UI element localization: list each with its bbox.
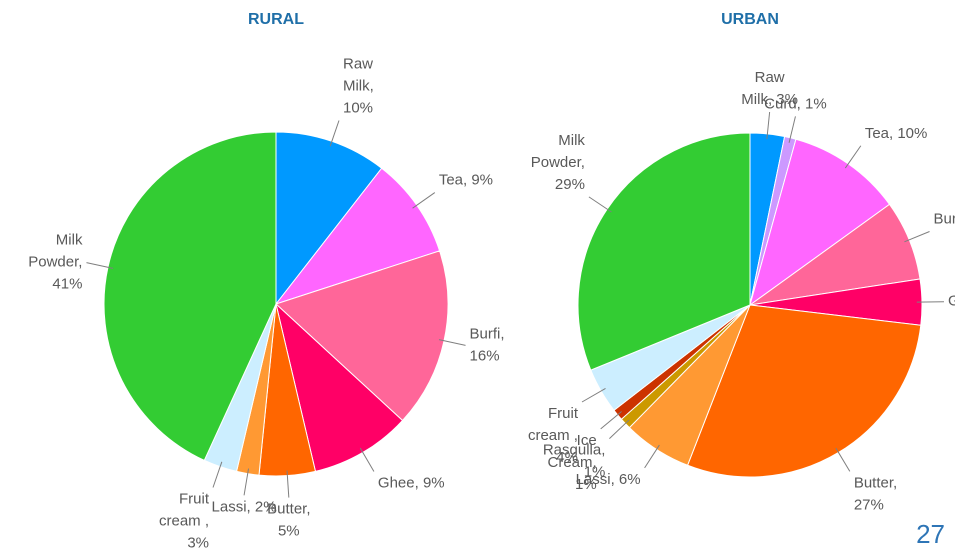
data-label-line: Powder, [28, 254, 82, 271]
data-label-line: 41% [52, 276, 82, 293]
data-label: Burfi, 16% [470, 325, 505, 364]
data-label: Fruit cream , 4% [528, 405, 579, 466]
data-label-line: 29% [555, 176, 585, 193]
data-label-line: Ghee, 4% [948, 293, 955, 310]
chart-title: RURAL [248, 11, 304, 28]
data-label: Ghee, 4% [948, 293, 955, 310]
data-label: Raw Milk, 10% [343, 55, 374, 116]
data-label-line: Burfi, 7% [934, 210, 955, 227]
data-label: Rasgulla, 1% [543, 442, 606, 481]
leader-line [286, 470, 290, 498]
data-label-line: Burfi, [470, 325, 505, 342]
leader-line [212, 461, 223, 488]
data-label-line: Rasgulla, [543, 442, 606, 459]
data-label: Fruit cream , 3% [159, 490, 210, 548]
leader-line [412, 192, 436, 209]
data-label-line: Milk, 3% [741, 91, 798, 108]
data-label-line: Lassi, 2% [212, 498, 277, 515]
data-label-line: Raw [755, 69, 785, 86]
leader-line [588, 196, 612, 213]
leader-line [844, 145, 862, 169]
data-label-line: Butter, [854, 474, 897, 491]
data-label-line: 4% [556, 449, 578, 466]
data-label: Ghee, 9% [378, 474, 445, 491]
leader-line [644, 444, 660, 469]
data-label-line: 16% [470, 347, 500, 364]
data-label-line: Tea, 10% [865, 125, 928, 142]
data-label: Raw Milk, 3% [741, 69, 798, 108]
data-label-line: Butter, [267, 501, 310, 518]
data-label-line: Ice [577, 432, 597, 449]
data-label: Burfi, 7% [934, 210, 955, 227]
data-label-line: cream , [159, 512, 209, 529]
data-label-line: Milk, [343, 77, 374, 94]
data-label-line: Curd, 1% [764, 95, 827, 112]
data-label: Butter, 5% [267, 501, 310, 540]
leader-line [904, 231, 930, 243]
chart-title: URBAN [721, 11, 779, 28]
data-label-line: Fruit [179, 490, 210, 507]
page-number: 27 [916, 519, 945, 548]
leader-line [329, 120, 340, 147]
data-label-line: 3% [187, 534, 209, 548]
leader-line [788, 116, 796, 143]
data-label-line: 27% [854, 496, 884, 513]
data-label: Tea, 10% [865, 125, 928, 142]
data-label-line: Cream, [548, 454, 597, 471]
leader-line [600, 411, 622, 430]
data-label-line: 1% [584, 464, 606, 481]
leader-line [609, 419, 630, 440]
data-label: Butter, 27% [854, 474, 897, 513]
leader-line [243, 468, 250, 496]
data-label: Lassi, 6% [576, 471, 641, 488]
data-label-line: Lassi, 6% [576, 471, 641, 488]
data-label-line: cream , [528, 427, 578, 444]
leader-line [581, 387, 606, 403]
data-label-line: Raw [343, 55, 373, 72]
leader-line [766, 111, 771, 140]
data-label-line: Tea, 9% [439, 172, 493, 189]
data-label: Milk Powder, 41% [28, 232, 83, 293]
data-label: Ice Cream, 1% [548, 432, 597, 493]
data-label-line: 5% [278, 523, 300, 540]
data-label-line: Milk [56, 232, 83, 249]
leader-line [835, 447, 851, 472]
leader-line [438, 339, 466, 346]
data-label-line: Powder, [531, 154, 585, 171]
data-label-line: Fruit [548, 405, 579, 422]
data-label: Lassi, 2% [212, 498, 277, 515]
leader-line [359, 447, 375, 472]
data-label: Tea, 9% [439, 172, 493, 189]
leader-line [86, 262, 114, 269]
data-label-line: Milk [558, 132, 585, 149]
data-label-line: Ghee, 9% [378, 474, 445, 491]
data-label: Curd, 1% [764, 95, 827, 112]
data-label-line: 1% [575, 476, 597, 493]
data-label: Milk Powder, 29% [531, 132, 586, 193]
data-label-line: 10% [343, 99, 373, 116]
